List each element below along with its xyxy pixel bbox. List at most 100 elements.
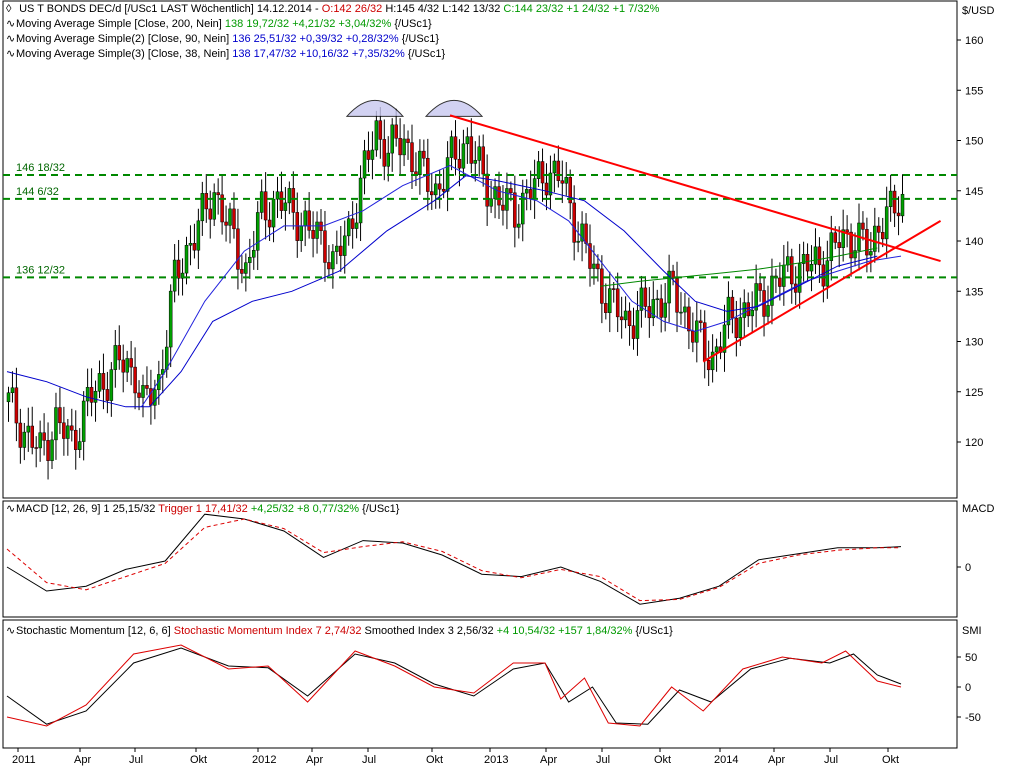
candle-body: [22, 431, 27, 448]
candle-body: [208, 208, 212, 220]
candle-body: [85, 387, 90, 402]
candle-body: [248, 256, 252, 263]
candle-body: [489, 198, 493, 207]
candle-body: [540, 161, 545, 184]
candle-body: [861, 222, 865, 230]
x-tick-label: Jul: [362, 754, 376, 766]
candle-body: [453, 136, 458, 160]
ma90-suffix: {/USc1}: [401, 33, 439, 45]
x-tick-label: Apr: [768, 754, 785, 766]
candle-body: [10, 387, 15, 394]
indicator-icon: ◊: [6, 3, 12, 15]
candle-body: [592, 263, 596, 269]
candle-body: [801, 254, 806, 264]
candle-body: [299, 225, 303, 241]
candle-body: [513, 192, 517, 228]
candle-body: [204, 193, 209, 210]
y-tick-label: 145: [965, 186, 983, 198]
x-tick-label: Okt: [426, 754, 443, 766]
smi-smoothed-line: [6, 647, 902, 725]
x-tick-label: 2014: [714, 754, 738, 766]
candle-body: [833, 232, 838, 243]
candle-body: [188, 243, 193, 246]
ma200-value: 138 19,72/32 +4,21/32 +3,04/32%: [224, 18, 392, 30]
candle-body: [449, 136, 454, 158]
candle-body: [50, 439, 54, 461]
candle-body: [271, 198, 276, 228]
ma200-legend: ∿Moving Average Simple [Close, 200, Nein…: [6, 17, 432, 32]
candle-body: [611, 288, 616, 290]
candle-body: [275, 191, 280, 200]
candle-body: [374, 120, 379, 151]
smi-index-line: [6, 644, 902, 727]
ma38-suffix: {/USc1}: [407, 48, 446, 60]
x-tick-label: Apr: [74, 754, 91, 766]
candle-body: [196, 220, 201, 251]
candle-body: [845, 229, 849, 233]
macd-change: +4,25/32 +8 0,77/32%: [250, 503, 360, 515]
candle-body: [228, 208, 232, 226]
candle-body: [758, 283, 762, 291]
candle-body: [809, 263, 814, 272]
ma200-label: Moving Average Simple [Close, 200, Nein]: [16, 18, 222, 30]
high-value: H:145 4/32: [385, 3, 440, 15]
candle-body: [817, 246, 822, 266]
candle-body: [892, 190, 897, 214]
instrument-label: US T BONDS DEC/d [/USc1 LAST Wöchentlich…: [19, 3, 312, 15]
candle-body: [572, 202, 576, 243]
candle-body: [536, 161, 541, 179]
candle-body: [26, 425, 31, 433]
panel-frame: [2, 0, 958, 499]
candle-body: [706, 360, 711, 371]
candle-body: [307, 210, 311, 231]
candle-body: [382, 139, 387, 167]
candle-body: [398, 138, 402, 156]
candle-body: [576, 240, 580, 243]
candle-body: [734, 317, 739, 338]
candle-body: [38, 432, 42, 449]
candle-body: [710, 351, 715, 371]
candle-body: [18, 422, 23, 448]
candle-body: [244, 262, 248, 274]
line-icon: ∿: [6, 48, 16, 60]
smi-axis-title: SMI: [962, 625, 982, 637]
x-tick-label: 2013: [484, 754, 508, 766]
candle-body: [829, 232, 834, 261]
candle-body: [339, 245, 343, 256]
candle-body: [346, 218, 351, 237]
candle-body: [813, 246, 818, 265]
y-tick-label: 120: [965, 437, 983, 449]
ma38-value: 138 17,47/32 +10,16/32 +7,35/32%: [232, 48, 405, 60]
candle-body: [117, 345, 122, 361]
candle-body: [220, 194, 224, 223]
candle-body: [667, 270, 671, 304]
candle-body: [386, 152, 391, 167]
candle-body: [311, 230, 315, 239]
candle-body: [663, 302, 667, 318]
x-tick-label: Okt: [882, 754, 899, 766]
candle-body: [342, 235, 347, 256]
candle-body: [457, 158, 462, 169]
smi-index: Stochastic Momentum Index 7 2,74/32: [173, 625, 362, 637]
macd-trigger-line: [6, 518, 901, 602]
macd-label: MACD [12, 26, 9] 1 25,15/32: [16, 503, 156, 515]
candle-body: [520, 192, 525, 225]
candle-body: [805, 254, 810, 272]
y-tick-label: 160: [965, 35, 983, 47]
candle-body: [418, 150, 422, 176]
panel-frame: [2, 619, 958, 749]
candle-body: [461, 143, 466, 169]
candle-body: [30, 425, 34, 448]
candle-body: [81, 400, 86, 442]
line-icon: ∿: [6, 18, 16, 30]
candle-body: [651, 299, 656, 319]
candle-body: [441, 188, 446, 192]
candle-body: [354, 222, 359, 229]
candle-body: [896, 212, 901, 217]
candle-body: [200, 193, 205, 222]
ma200-line: [600, 247, 878, 287]
ma200-suffix: {/USc1}: [394, 18, 432, 30]
candle-body: [568, 177, 572, 204]
candle-body: [841, 229, 845, 248]
